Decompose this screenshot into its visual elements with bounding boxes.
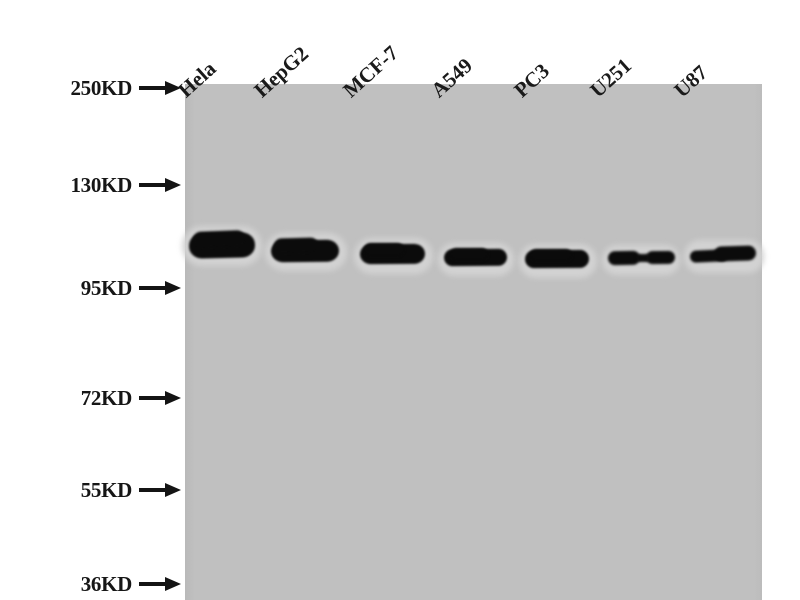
right-arrow-icon	[139, 483, 183, 497]
right-arrow-icon	[139, 281, 183, 295]
right-arrow-icon	[139, 391, 183, 405]
ladder-marker-36: 36KD	[0, 571, 185, 597]
ladder-marker-250: 250KD	[0, 75, 185, 101]
blot-membrane	[185, 84, 762, 600]
ladder-label-130: 130KD	[70, 172, 132, 197]
ladder-marker-130: 130KD	[0, 172, 185, 198]
ladder-label-250: 250KD	[70, 75, 132, 100]
ladder-marker-95: 95KD	[0, 275, 185, 301]
ladder-label-95: 95KD	[80, 275, 133, 300]
right-arrow-icon	[139, 577, 183, 591]
right-arrow-icon	[139, 81, 183, 95]
ladder-marker-72: 72KD	[0, 385, 185, 411]
ladder-label-36: 36KD	[80, 571, 133, 596]
ladder-marker-55: 55KD	[0, 477, 185, 503]
right-arrow-icon	[139, 178, 183, 192]
ladder-label-72: 72KD	[80, 385, 133, 410]
ladder-label-55: 55KD	[80, 477, 133, 502]
